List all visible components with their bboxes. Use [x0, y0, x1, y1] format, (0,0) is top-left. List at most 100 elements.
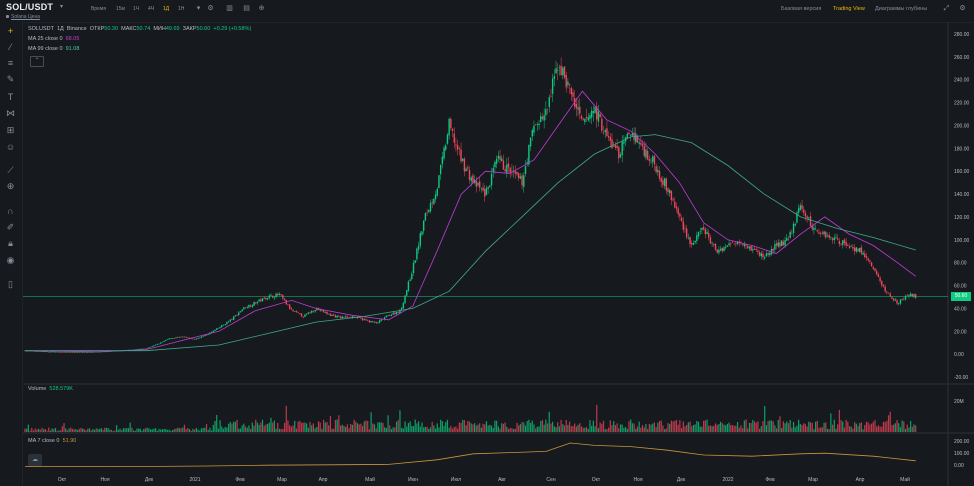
- volume-bar: [496, 420, 498, 432]
- pair-dropdown-icon[interactable]: ▾: [60, 4, 64, 10]
- candle-body: [799, 205, 802, 211]
- volume-bar: [886, 420, 888, 432]
- candle-body: [141, 348, 143, 350]
- candle-body: [446, 134, 449, 144]
- candle-body: [847, 245, 849, 246]
- time-axis-label: Апр: [856, 477, 865, 483]
- candle-body: [592, 111, 595, 114]
- volume-bar: [151, 429, 153, 432]
- brush-icon[interactable]: ✎: [6, 74, 15, 84]
- volume-bar: [847, 421, 849, 432]
- candle-body: [585, 116, 588, 119]
- time-axis-label: Дек: [677, 477, 686, 483]
- zoom-icon[interactable]: ⊕: [6, 181, 15, 191]
- volume-bar: [899, 427, 902, 432]
- chart-type-icon[interactable]: ▥: [226, 5, 233, 12]
- pattern-tool-icon[interactable]: ⋈: [6, 108, 15, 118]
- volume-bar: [782, 421, 784, 432]
- tradingview-logo-icon[interactable]: ☁: [28, 454, 42, 466]
- volume-bar: [144, 428, 147, 432]
- candle-body: [400, 307, 403, 310]
- candle-body: [855, 247, 858, 252]
- ma-axis-label: 200.00: [954, 439, 970, 445]
- fullscreen-icon[interactable]: ⤢: [943, 5, 950, 12]
- candle-body: [456, 145, 459, 150]
- candle-body: [171, 338, 174, 339]
- candle-body: [409, 279, 411, 281]
- volume-bar: [200, 428, 203, 432]
- ruler-icon[interactable]: ⟋: [7, 165, 14, 175]
- layout-icon[interactable]: ▤: [243, 5, 250, 12]
- volume-bar: [80, 427, 82, 432]
- view-basic[interactable]: Базовая версия: [781, 6, 822, 12]
- volume-bar: [675, 420, 678, 432]
- candle-body: [392, 312, 394, 315]
- add-indicator-icon[interactable]: ⊕: [258, 5, 265, 12]
- pair-subtitle-link[interactable]: Solana Цена: [11, 14, 40, 20]
- indicator-settings-icon[interactable]: ⚙: [207, 5, 214, 12]
- volume-bar: [501, 423, 503, 432]
- timeframe-time[interactable]: Время: [91, 6, 107, 12]
- text-tool-icon[interactable]: T: [7, 92, 14, 102]
- candle-body: [521, 175, 523, 186]
- candle-body: [780, 240, 783, 247]
- timeframe-1d[interactable]: 1Д: [163, 6, 170, 12]
- crosshair-icon[interactable]: +: [7, 26, 14, 36]
- candle-body: [901, 299, 903, 300]
- candle-body: [451, 128, 454, 132]
- candle-body: [716, 249, 718, 253]
- volume-bar: [109, 429, 111, 432]
- price-axis-label: 240.00: [954, 78, 970, 84]
- view-depth[interactable]: Диаграммы глубины: [875, 6, 928, 12]
- ma99-label: MA 99 close 0: [28, 46, 63, 52]
- timeframe-4h[interactable]: 4Ч: [148, 6, 155, 12]
- candle-body: [312, 310, 315, 312]
- view-tradingview[interactable]: Trading View: [833, 6, 865, 12]
- visibility-icon[interactable]: ◉: [6, 255, 15, 265]
- trash-icon[interactable]: ▯: [8, 279, 13, 289]
- volume-bar: [53, 428, 55, 432]
- candle-body: [629, 134, 632, 136]
- stay-drawing-icon[interactable]: ✐: [6, 222, 15, 232]
- candle-body: [380, 319, 382, 321]
- measure-tool-icon[interactable]: ⊞: [6, 125, 15, 135]
- timeframe-dropdown-icon[interactable]: ▾: [196, 5, 201, 12]
- settings-gear-icon[interactable]: ⚙: [959, 5, 966, 12]
- magnet-icon[interactable]: ∩: [7, 206, 14, 216]
- volume-bar: [222, 428, 225, 432]
- volume-bar: [742, 428, 744, 432]
- volume-bar: [859, 423, 861, 432]
- volume-bar: [233, 421, 235, 432]
- volume-bar: [601, 423, 603, 432]
- collapse-legend-button[interactable]: ⌃: [30, 56, 44, 67]
- volume-bar: [748, 422, 751, 432]
- lock-icon[interactable]: 🔒︎: [8, 238, 13, 248]
- volume-bar: [826, 428, 829, 432]
- fib-tool-icon[interactable]: ≡: [7, 58, 14, 68]
- pair-title[interactable]: SOL/USDT: [6, 2, 54, 12]
- candle-body: [389, 315, 391, 316]
- candle-body: [149, 346, 152, 348]
- candle-body: [216, 328, 218, 330]
- volume-bar: [155, 428, 157, 432]
- volume-bar: [365, 420, 367, 432]
- trend-line-icon[interactable]: ⁄: [9, 42, 12, 52]
- candle-body: [862, 252, 864, 255]
- timeframe-15m[interactable]: 15м: [116, 6, 125, 12]
- emoji-icon[interactable]: ☺: [5, 142, 16, 152]
- volume-bar: [307, 427, 309, 432]
- timeframe-1h[interactable]: 1Ч: [133, 6, 140, 12]
- candle-body: [867, 258, 869, 261]
- time-axis-label: Апр: [319, 477, 328, 483]
- volume-bar: [221, 426, 223, 432]
- candle-body: [445, 145, 447, 150]
- volume-bar: [148, 428, 150, 432]
- time-axis-label: Мар: [277, 477, 287, 483]
- volume-bar: [331, 428, 333, 432]
- timeframe-1w[interactable]: 1Н: [178, 6, 185, 12]
- time-axis-label: Авг: [498, 477, 506, 483]
- ma-axis-label: 0.00: [954, 463, 964, 469]
- candle-body: [472, 175, 474, 183]
- volume-bar: [794, 427, 796, 432]
